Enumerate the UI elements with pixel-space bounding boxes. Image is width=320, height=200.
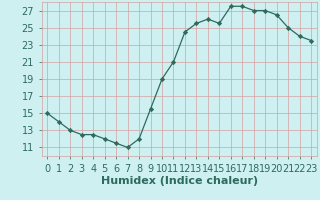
X-axis label: Humidex (Indice chaleur): Humidex (Indice chaleur) bbox=[100, 176, 258, 186]
